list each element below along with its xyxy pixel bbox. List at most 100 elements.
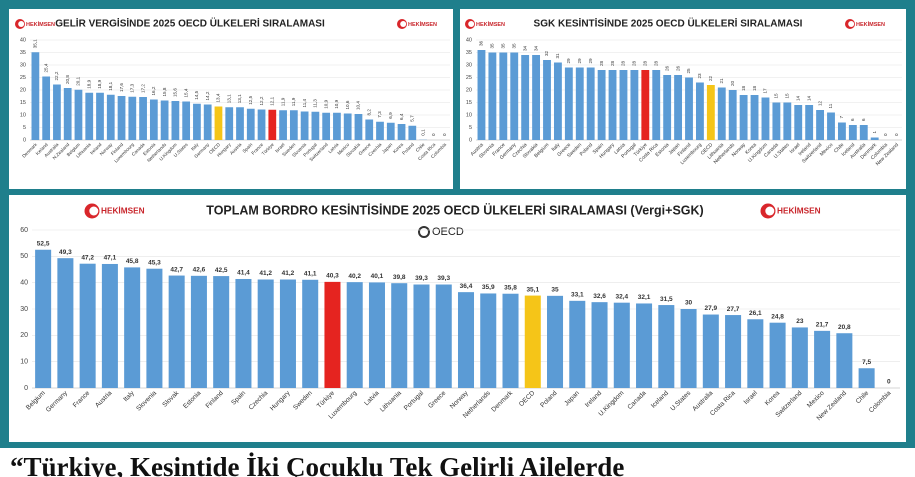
data-label: 5,7 <box>410 115 415 122</box>
data-label: 18,9 <box>86 79 91 88</box>
y-tick-label: 30 <box>20 306 28 313</box>
data-label: 20,8 <box>65 75 70 84</box>
bar <box>42 76 51 140</box>
data-label: 18 <box>741 85 746 91</box>
data-label: 12 <box>817 100 822 106</box>
x-tick-label: Israel <box>274 142 285 153</box>
data-label: 6,9 <box>388 112 393 119</box>
bar <box>652 70 661 140</box>
data-label: 22,2 <box>54 71 59 80</box>
y-tick-label: 0 <box>24 385 28 392</box>
data-label: 17,2 <box>140 84 145 93</box>
bar <box>827 112 835 140</box>
bar <box>794 105 803 140</box>
logo-icon <box>89 206 99 216</box>
logo-text: HEKİMSEN <box>408 21 437 28</box>
bar <box>324 281 341 388</box>
bar <box>268 109 277 140</box>
bar <box>96 92 104 140</box>
bar <box>870 137 879 140</box>
bar <box>761 97 770 140</box>
data-label: 0 <box>442 133 447 136</box>
data-label: 41,2 <box>259 270 272 277</box>
logo-text: HEKİMSEN <box>476 21 505 28</box>
data-label: 18 <box>752 85 757 91</box>
bar <box>190 275 207 388</box>
bar <box>837 122 846 140</box>
data-label: 39,3 <box>437 275 450 282</box>
data-label: 13,4 <box>216 93 221 102</box>
bar <box>532 55 541 140</box>
data-label: 41,2 <box>282 270 295 277</box>
data-label: 47,1 <box>104 255 117 262</box>
y-tick-label: 40 <box>466 37 472 43</box>
bar <box>408 125 417 140</box>
bar <box>521 55 530 140</box>
bar <box>702 314 719 388</box>
bar <box>397 124 406 140</box>
data-label: 18,1 <box>108 81 113 90</box>
data-label: 35,9 <box>482 284 495 291</box>
bar <box>524 295 541 388</box>
y-tick-label: 10 <box>466 112 472 118</box>
bar <box>101 263 118 388</box>
y-tick-label: 5 <box>469 125 472 131</box>
data-label: 25 <box>686 68 691 74</box>
bar <box>168 275 185 388</box>
bar <box>246 108 255 140</box>
data-label: 35,1 <box>33 39 38 48</box>
data-label: 10,4 <box>356 101 361 110</box>
data-label: 17,6 <box>119 83 124 92</box>
data-label: 29 <box>566 58 571 64</box>
data-label: 14,5 <box>194 90 199 99</box>
bar <box>117 96 126 140</box>
data-label: 40,1 <box>371 273 384 280</box>
oecd-logo: OECD <box>432 226 464 238</box>
bar <box>106 94 115 140</box>
data-label: 15 <box>785 93 790 99</box>
data-label: 47,2 <box>81 254 94 261</box>
chart-title: SGK KESİNTİSİNDE 2025 OECD ÜLKELERİ SIRA… <box>534 17 803 30</box>
data-label: 15 <box>774 93 779 99</box>
bar <box>695 82 704 140</box>
data-label: 10,9 <box>334 99 339 108</box>
bar <box>848 125 857 140</box>
data-label: 28 <box>653 60 658 66</box>
data-label: 0 <box>887 379 891 386</box>
bar <box>257 279 274 388</box>
y-tick-label: 0 <box>469 137 472 143</box>
bar <box>214 106 223 140</box>
data-label: 29 <box>577 58 582 64</box>
data-label: 15,6 <box>173 88 178 97</box>
bar <box>836 333 853 388</box>
data-label: 11,9 <box>291 97 296 106</box>
bar <box>769 322 786 388</box>
data-label: 27,7 <box>727 306 740 313</box>
bar <box>386 122 395 140</box>
data-label: 24,8 <box>771 313 784 320</box>
bar <box>613 302 630 388</box>
bar <box>488 52 497 140</box>
data-label: 32,6 <box>593 293 606 300</box>
data-label: 15,8 <box>162 87 167 96</box>
data-label: 6 <box>861 118 866 121</box>
bar <box>641 70 650 140</box>
bar <box>203 104 212 140</box>
bar <box>343 113 352 140</box>
bar <box>510 52 519 140</box>
chart-title: TOPLAM BORDRO KESİNTİSİNDE 2025 OECD ÜLK… <box>206 202 703 217</box>
y-tick-label: 20 <box>20 332 28 339</box>
bar <box>128 96 137 140</box>
bar <box>435 284 452 388</box>
bar <box>728 90 737 140</box>
data-label: 0,1 <box>420 129 425 136</box>
y-tick-label: 60 <box>20 227 28 234</box>
data-label: 49,3 <box>59 249 72 256</box>
x-tick-label: Chile <box>415 142 426 153</box>
data-label: 10,6 <box>345 100 350 109</box>
data-label: 36,4 <box>460 283 473 290</box>
data-label: 22 <box>708 75 713 81</box>
data-label: 11,3 <box>313 99 318 108</box>
bar <box>182 101 191 140</box>
